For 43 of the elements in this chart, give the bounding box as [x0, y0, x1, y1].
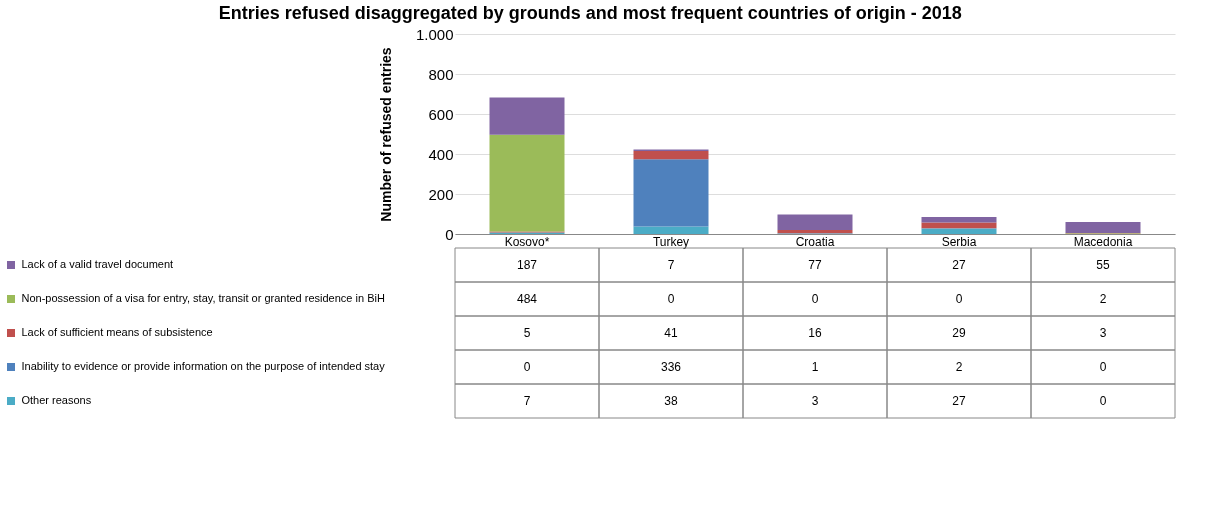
y-axis-title: Number of refused entries	[377, 47, 394, 222]
legend-label: Lack of a valid travel document	[21, 258, 174, 270]
x-tick-label: Kosovo*	[504, 234, 550, 249]
legend-label: Lack of sufficient means of subsistence	[21, 326, 213, 338]
data-label: 27	[952, 258, 966, 272]
y-tick-label: 0	[445, 225, 454, 243]
data-label: 7	[523, 394, 531, 408]
chart-title: Entries refused disaggregated by grounds and most frequent countries of origin - 2018	[218, 3, 962, 23]
data-label: 0	[955, 292, 963, 306]
y-tick-label: 400	[428, 145, 454, 163]
data-label: 55	[1096, 258, 1110, 272]
x-tick-label: Croatia	[795, 234, 835, 249]
legend-label: Other reasons	[21, 394, 92, 406]
data-label: 7	[667, 258, 675, 272]
data-label: 0	[1099, 394, 1107, 408]
data-label: 1	[811, 360, 819, 374]
data-label: 0	[667, 292, 675, 306]
y-tick-label: 1.000	[415, 25, 454, 43]
y-tick-label: 200	[428, 185, 454, 203]
data-label: 0	[1099, 360, 1107, 374]
data-label: 38	[664, 394, 678, 408]
data-label: 2	[955, 360, 963, 374]
y-tick-label: 800	[428, 65, 454, 83]
x-tick-label: Turkey	[652, 234, 690, 249]
data-label: 3	[1099, 326, 1107, 340]
data-label: 336	[660, 360, 682, 374]
data-label: 77	[808, 258, 822, 272]
data-label: 16	[808, 326, 822, 340]
data-label: 3	[811, 394, 819, 408]
data-label: 2	[1099, 292, 1107, 306]
data-label: 27	[952, 394, 966, 408]
data-label: 5	[523, 326, 531, 340]
data-label: 29	[952, 326, 966, 340]
legend-label: Non-possession of a visa for entry, stay, transit or granted residence in BiH	[21, 292, 385, 304]
x-tick-label: Serbia	[941, 234, 977, 249]
y-tick-label: 600	[428, 105, 454, 123]
legend-label: Inability to evidence or provide information on the purpose of intended stay	[21, 360, 386, 372]
x-tick-label: Macedonia	[1073, 234, 1133, 249]
data-label: 187	[516, 258, 538, 272]
data-label: 0	[811, 292, 819, 306]
data-label: 484	[516, 292, 538, 306]
data-label: 41	[664, 326, 678, 340]
data-label: 0	[523, 360, 531, 374]
